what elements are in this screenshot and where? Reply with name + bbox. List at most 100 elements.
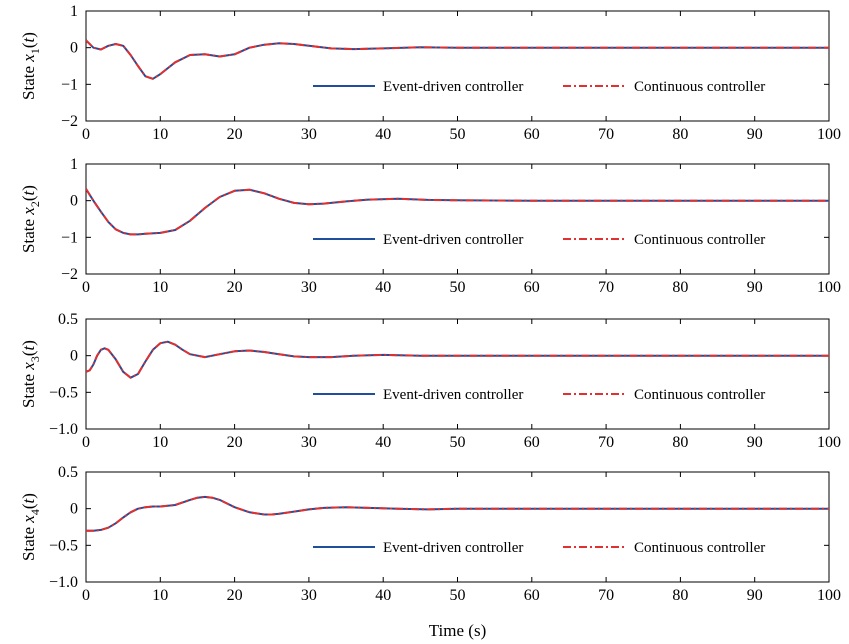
x-tick-label: 50 (450, 434, 466, 451)
x-tick-label: 70 (598, 587, 614, 604)
x-tick-label: 20 (227, 434, 243, 451)
y-axis-label: State x4(t) (19, 493, 42, 561)
y-tick-label: −1 (61, 229, 78, 246)
x-tick-label: 70 (598, 126, 614, 143)
x-tick-label: 40 (375, 279, 391, 296)
series-line-event-driven (86, 39, 829, 80)
y-axis-label-sub: 2 (28, 201, 42, 207)
y-tick-label: −2 (61, 113, 78, 130)
y-axis-label-close: ) (19, 32, 38, 38)
legend-label-event-driven: Event-driven controller (383, 540, 523, 556)
x-tick-label: 40 (375, 587, 391, 604)
y-axis-label-prefix: State (19, 370, 38, 408)
y-axis-label: State x1(t) (19, 32, 42, 100)
y-axis-label-close: ) (19, 185, 38, 191)
x-tick-label: 30 (301, 279, 317, 296)
x-tick-label: 90 (747, 279, 763, 296)
y-axis-label-suffix: ( (19, 503, 38, 509)
plot-frame (85, 10, 830, 122)
legend-label-continuous: Continuous controller (634, 540, 765, 556)
x-tick-label: 0 (82, 587, 90, 604)
y-tick-label: −1.0 (49, 421, 78, 438)
x-tick-label: 0 (82, 279, 90, 296)
y-tick-label: 0 (70, 348, 78, 365)
y-tick-label: 0.5 (58, 311, 78, 328)
y-axis-label-close: ) (19, 340, 38, 346)
y-axis-label-time-var: t (19, 189, 38, 195)
y-tick-label: 1 (70, 3, 78, 20)
x-tick-label: 80 (672, 434, 688, 451)
series-line-event-driven (86, 188, 829, 236)
legend-label-continuous: Continuous controller (634, 387, 765, 403)
legend-label-continuous: Continuous controller (634, 232, 765, 248)
x-tick-label: 10 (152, 279, 168, 296)
legend-label-continuous: Continuous controller (634, 79, 765, 95)
x-tick-label: 100 (817, 434, 841, 451)
y-axis-label-time-var: t (19, 344, 38, 350)
x-axis-label: Time (s) (429, 621, 486, 640)
y-tick-label: 0 (70, 40, 78, 57)
y-tick-label: −0.5 (49, 384, 78, 401)
y-axis-label-var: x (19, 207, 38, 216)
x-tick-label: 80 (672, 587, 688, 604)
legend: Event-driven controller Continuous contro… (313, 79, 765, 95)
y-tick-label: −0.5 (49, 537, 78, 554)
x-tick-label: 100 (817, 279, 841, 296)
y-axis-label-suffix: ( (19, 195, 38, 201)
x-tick-label: 0 (82, 126, 90, 143)
legend-label-event-driven: Event-driven controller (383, 232, 523, 248)
y-axis-label-sub: 3 (28, 356, 42, 362)
y-axis-label-prefix: State (19, 523, 38, 561)
subplot-3: 0 10 20 30 40 50 60 70 80 90 100 −1.0 −0.5 0 0.5 State … (19, 311, 841, 451)
y-tick-label: 0 (70, 193, 78, 210)
y-tick-label: 1 (70, 156, 78, 173)
x-tick-label: 50 (450, 587, 466, 604)
y-axis-label: State x3(t) (19, 340, 42, 408)
plot-frame (85, 163, 830, 275)
y-tick-label: 0 (70, 501, 78, 518)
x-tick-label: 60 (524, 587, 540, 604)
x-tick-label: 10 (152, 126, 168, 143)
x-tick-label: 40 (375, 434, 391, 451)
x-tick-label: 80 (672, 126, 688, 143)
y-axis-label-close: ) (19, 493, 38, 499)
series-line-continuous (86, 340, 829, 379)
y-axis-label-time-var: t (19, 497, 38, 503)
series-line-continuous (86, 188, 829, 236)
y-axis-label-prefix: State (19, 215, 38, 253)
series-line-event-driven (86, 495, 829, 532)
x-tick-label: 80 (672, 279, 688, 296)
x-tick-label: 60 (524, 126, 540, 143)
y-axis-label-var: x (19, 515, 38, 524)
y-tick-label: −1 (61, 76, 78, 93)
x-tick-label: 10 (152, 587, 168, 604)
legend-label-event-driven: Event-driven controller (383, 79, 523, 95)
subplot-2: 0 10 20 30 40 50 60 70 80 90 100 −2 −1 0 1 State x2(t) E… (19, 156, 841, 296)
legend: Event-driven controller Continuous contro… (313, 232, 765, 248)
y-axis-label-sub: 4 (28, 509, 42, 515)
series-line-continuous (86, 39, 829, 80)
x-tick-label: 70 (598, 279, 614, 296)
x-tick-label: 20 (227, 126, 243, 143)
y-axis-label-sub: 1 (28, 48, 42, 54)
x-tick-label: 30 (301, 126, 317, 143)
x-tick-label: 0 (82, 434, 90, 451)
legend-label-event-driven: Event-driven controller (383, 387, 523, 403)
plot-frame (85, 318, 830, 430)
x-tick-label: 20 (227, 279, 243, 296)
x-tick-label: 50 (450, 126, 466, 143)
y-axis-label-suffix: ( (19, 42, 38, 48)
y-axis-label-time-var: t (19, 36, 38, 42)
legend: Event-driven controller Continuous contro… (313, 540, 765, 556)
y-axis-label-suffix: ( (19, 350, 38, 356)
y-axis-label-var: x (19, 54, 38, 63)
y-tick-label: −1.0 (49, 574, 78, 591)
x-tick-label: 70 (598, 434, 614, 451)
y-axis-label-var: x (19, 362, 38, 371)
x-tick-label: 100 (817, 587, 841, 604)
legend: Event-driven controller Continuous contro… (313, 387, 765, 403)
x-tick-label: 60 (524, 434, 540, 451)
series-line-event-driven (86, 340, 829, 379)
